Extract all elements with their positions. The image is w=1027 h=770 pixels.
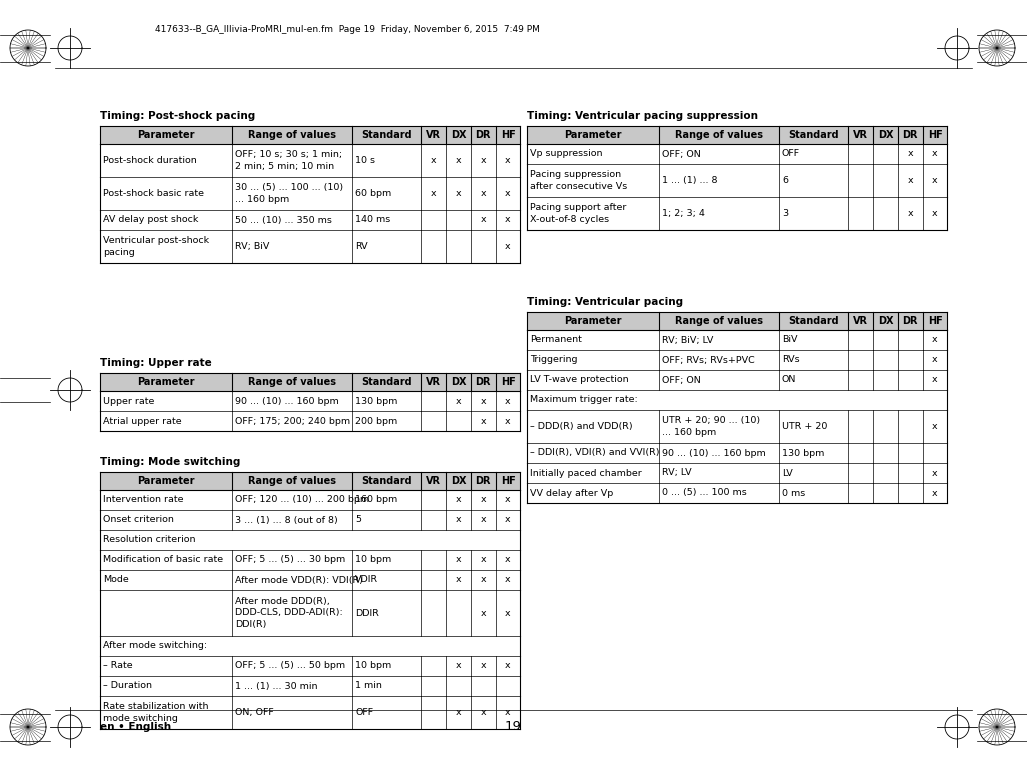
Bar xyxy=(527,144,947,164)
Text: x: x xyxy=(481,575,486,584)
Text: Parameter: Parameter xyxy=(138,377,195,387)
Text: 0 ... (5) ... 100 ms: 0 ... (5) ... 100 ms xyxy=(662,488,747,497)
Text: 1; 2; 3; 4: 1; 2; 3; 4 xyxy=(662,209,706,218)
Text: x: x xyxy=(481,708,486,717)
Text: Maximum trigger rate:: Maximum trigger rate: xyxy=(530,396,638,404)
Text: x: x xyxy=(456,156,461,165)
Text: Initially paced chamber: Initially paced chamber xyxy=(530,468,642,477)
Bar xyxy=(527,410,947,443)
Text: OFF; 120 ... (10) ... 200 bpm: OFF; 120 ... (10) ... 200 bpm xyxy=(235,496,370,504)
Text: x: x xyxy=(908,209,913,218)
Text: Standard: Standard xyxy=(789,130,839,140)
Text: DR: DR xyxy=(903,130,918,140)
Text: DDIR: DDIR xyxy=(355,608,379,618)
Bar xyxy=(100,373,520,391)
Text: x: x xyxy=(505,156,510,165)
Text: x: x xyxy=(933,376,938,384)
Text: After mode DDD(R),
DDD-CLS, DDD-ADI(R):
DDI(R): After mode DDD(R), DDD-CLS, DDD-ADI(R): … xyxy=(235,598,343,628)
Text: x: x xyxy=(456,496,461,504)
Text: x: x xyxy=(933,356,938,364)
Text: x: x xyxy=(481,496,486,504)
Bar xyxy=(100,510,520,530)
Text: 60 bpm: 60 bpm xyxy=(355,189,391,198)
Bar xyxy=(100,144,520,177)
Text: x: x xyxy=(505,417,510,426)
Text: Post-shock duration: Post-shock duration xyxy=(103,156,197,165)
Bar xyxy=(100,411,520,431)
Bar xyxy=(527,443,947,463)
Text: x: x xyxy=(505,242,510,251)
Text: Standard: Standard xyxy=(362,130,412,140)
Text: x: x xyxy=(505,496,510,504)
Text: 19: 19 xyxy=(504,721,522,734)
Text: Modification of basic rate: Modification of basic rate xyxy=(103,555,223,564)
Text: Range of values: Range of values xyxy=(249,130,336,140)
Text: x: x xyxy=(505,661,510,671)
Text: x: x xyxy=(908,176,913,185)
Text: VDIR: VDIR xyxy=(355,575,378,584)
Text: Parameter: Parameter xyxy=(565,316,622,326)
Text: Parameter: Parameter xyxy=(565,130,622,140)
Text: DX: DX xyxy=(451,476,466,486)
Text: 90 ... (10) ... 160 bpm: 90 ... (10) ... 160 bpm xyxy=(662,448,766,457)
Bar xyxy=(527,463,947,483)
Text: Rate stabilization with
mode switching: Rate stabilization with mode switching xyxy=(103,702,208,722)
Text: x: x xyxy=(933,149,938,159)
Text: x: x xyxy=(505,216,510,225)
Text: DR: DR xyxy=(903,316,918,326)
Text: Pacing suppression
after consecutive Vs: Pacing suppression after consecutive Vs xyxy=(530,170,627,190)
Text: OFF; 5 ... (5) ... 50 bpm: OFF; 5 ... (5) ... 50 bpm xyxy=(235,661,345,671)
Bar xyxy=(100,656,520,676)
Text: DX: DX xyxy=(451,130,466,140)
Bar xyxy=(100,530,520,550)
Text: BiV: BiV xyxy=(782,336,798,344)
Text: x: x xyxy=(456,661,461,671)
Text: RV: RV xyxy=(355,242,368,251)
Text: x: x xyxy=(933,468,938,477)
Text: HF: HF xyxy=(927,130,943,140)
Text: Timing: Mode switching: Timing: Mode switching xyxy=(100,457,240,467)
Text: 10 bpm: 10 bpm xyxy=(355,555,391,564)
Text: Parameter: Parameter xyxy=(138,130,195,140)
Text: UTR + 20: UTR + 20 xyxy=(782,422,828,431)
Text: OFF; 10 s; 30 s; 1 min;
2 min; 5 min; 10 min: OFF; 10 s; 30 s; 1 min; 2 min; 5 min; 10… xyxy=(235,150,342,170)
Text: x: x xyxy=(456,515,461,524)
Bar xyxy=(527,164,947,197)
Text: HF: HF xyxy=(500,130,516,140)
Text: HF: HF xyxy=(500,377,516,387)
Text: Post-shock basic rate: Post-shock basic rate xyxy=(103,189,204,198)
Text: DR: DR xyxy=(476,476,491,486)
Text: Resolution criterion: Resolution criterion xyxy=(103,535,195,544)
Bar xyxy=(100,570,520,590)
Text: x: x xyxy=(505,555,510,564)
Bar xyxy=(527,312,947,330)
Text: VV delay after Vp: VV delay after Vp xyxy=(530,488,613,497)
Text: VR: VR xyxy=(853,316,868,326)
Text: Atrial upper rate: Atrial upper rate xyxy=(103,417,182,426)
Text: After mode switching:: After mode switching: xyxy=(103,641,207,651)
Text: Standard: Standard xyxy=(362,476,412,486)
Text: 30 ... (5) ... 100 ... (10)
... 160 bpm: 30 ... (5) ... 100 ... (10) ... 160 bpm xyxy=(235,183,343,203)
Text: 140 ms: 140 ms xyxy=(355,216,390,225)
Text: 1 min: 1 min xyxy=(355,681,382,691)
Text: OFF: OFF xyxy=(782,149,800,159)
Text: Upper rate: Upper rate xyxy=(103,397,154,406)
Bar xyxy=(527,370,947,390)
Text: ON: ON xyxy=(782,376,796,384)
Text: Ventricular post-shock
pacing: Ventricular post-shock pacing xyxy=(103,236,210,256)
Text: – Duration: – Duration xyxy=(103,681,152,691)
Text: 10 s: 10 s xyxy=(355,156,375,165)
Text: LV: LV xyxy=(782,468,793,477)
Text: 3: 3 xyxy=(782,209,788,218)
Text: 130 bpm: 130 bpm xyxy=(355,397,397,406)
Text: Timing: Upper rate: Timing: Upper rate xyxy=(100,358,212,368)
Text: OFF; ON: OFF; ON xyxy=(662,149,701,159)
Bar xyxy=(527,197,947,230)
Text: x: x xyxy=(431,189,436,198)
Text: x: x xyxy=(933,488,938,497)
Text: x: x xyxy=(481,189,486,198)
Text: VR: VR xyxy=(426,377,442,387)
Text: x: x xyxy=(505,515,510,524)
Text: x: x xyxy=(505,189,510,198)
Bar xyxy=(100,391,520,411)
